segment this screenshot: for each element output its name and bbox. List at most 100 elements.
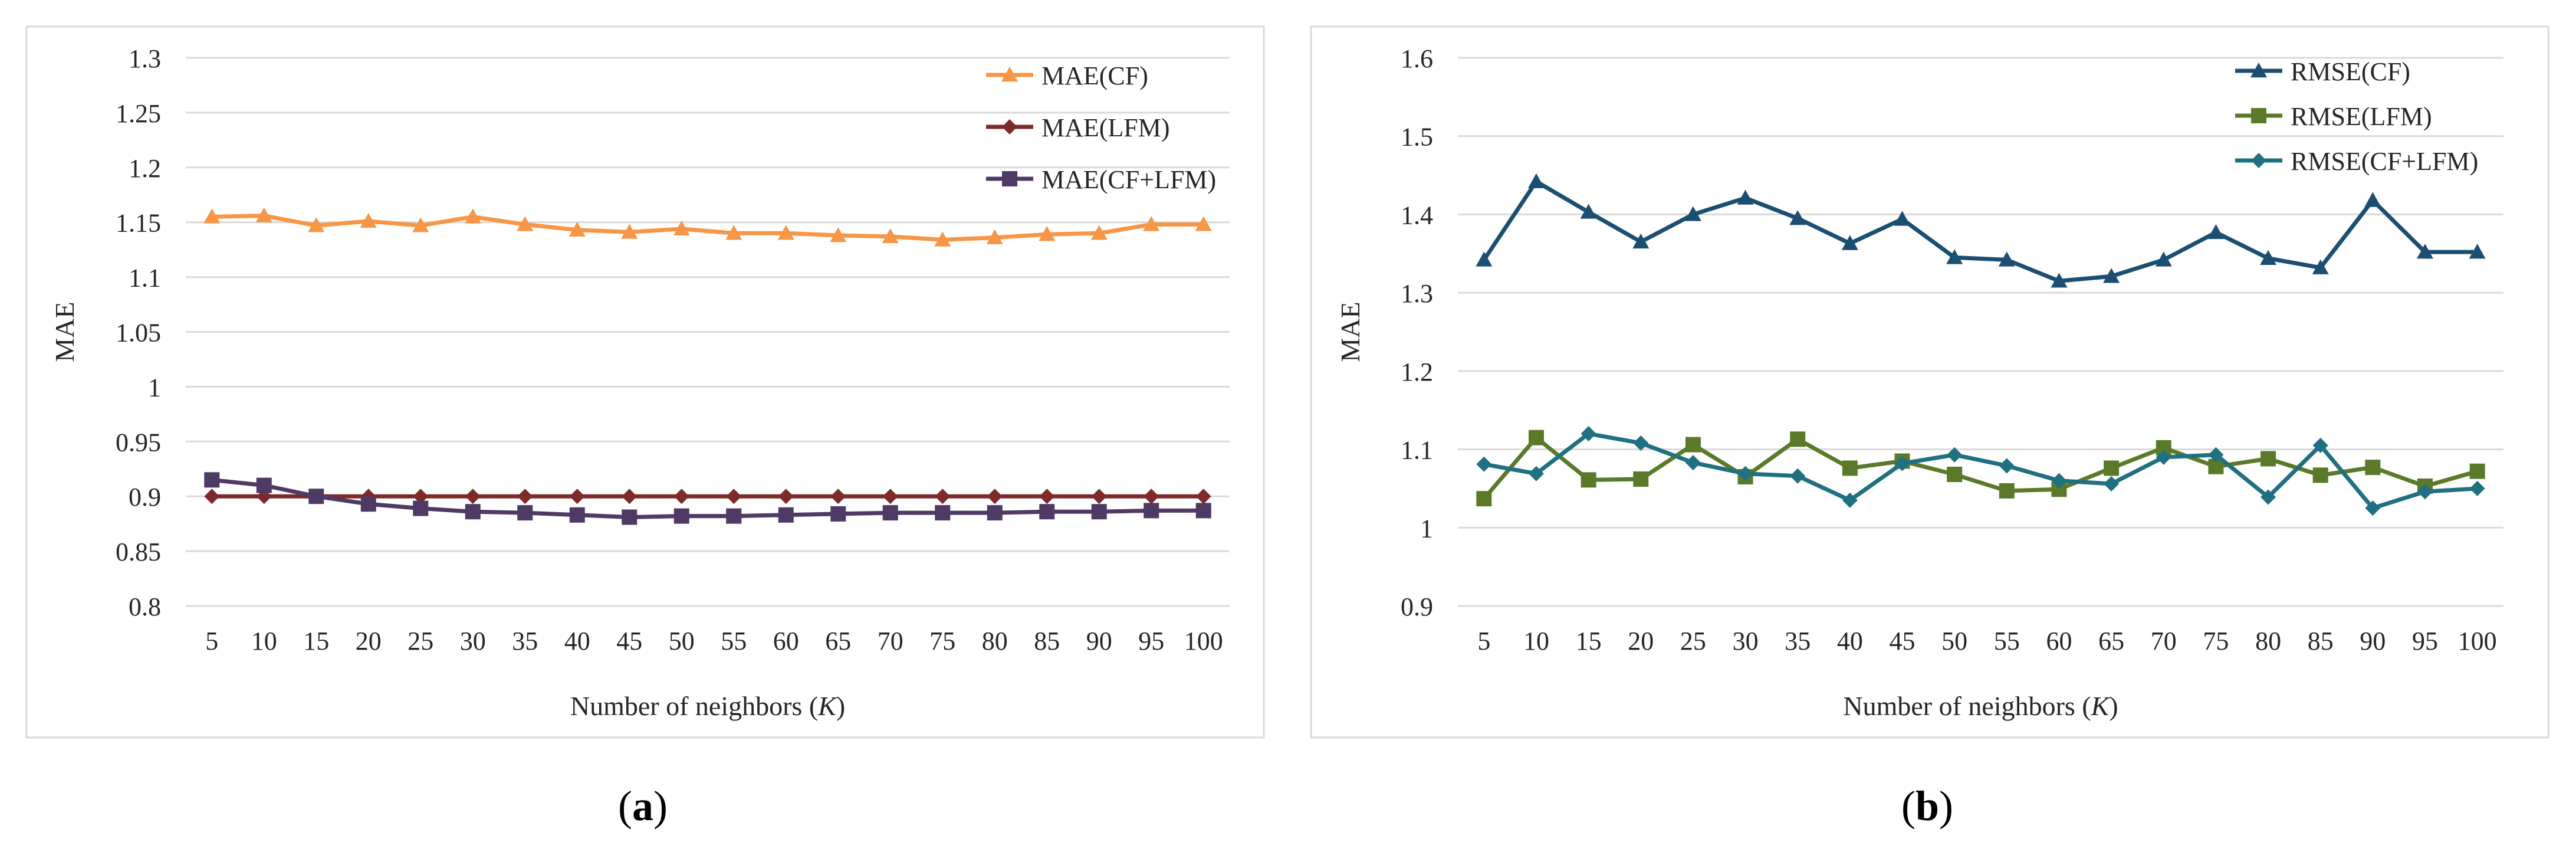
data-point (1581, 426, 1596, 442)
series-line (1482, 179, 2478, 283)
panel-caption: (a) (618, 782, 668, 830)
x-tick-label: 30 (460, 627, 486, 656)
data-point (2260, 250, 2277, 265)
data-point (517, 505, 533, 521)
data-point (1476, 456, 1492, 472)
data-point (569, 507, 585, 523)
data-point (882, 228, 899, 244)
data-point (2365, 460, 2381, 476)
data-point (360, 212, 377, 228)
x-axis-label: Number of neighbors (K) (570, 691, 845, 721)
x-tick-label: 5 (205, 627, 218, 656)
data-point (569, 221, 586, 237)
x-tick-label: 80 (2255, 627, 2281, 656)
data-point (934, 231, 951, 247)
x-tick-label: 90 (2360, 627, 2386, 656)
x-tick-label: 55 (721, 627, 747, 656)
chart-frame (25, 25, 1265, 739)
data-point (255, 207, 272, 222)
panel-caption: (b) (1901, 782, 1953, 830)
legend-marker (1002, 119, 1017, 135)
legend-marker (1002, 171, 1017, 186)
chart-frame (1310, 25, 2549, 739)
data-point (1528, 466, 1544, 481)
x-tick-label: 10 (1523, 627, 1549, 656)
data-point (778, 489, 794, 504)
chart-panel-a: 0.8 0.85 0.9 0.95 1 1.05 1.1 1.15 1.2 1.25 1.3 5 10 1… (25, 25, 1265, 739)
data-point (360, 496, 376, 512)
data-point (2312, 437, 2328, 453)
data-point (1039, 504, 1055, 520)
data-point (517, 216, 534, 231)
series-MAE(CF+LFM) (204, 472, 1211, 525)
data-point (1947, 467, 1963, 483)
data-point (2469, 480, 2485, 496)
x-tick-label: 20 (1628, 627, 1654, 656)
y-tick-label: 1.2 (1401, 358, 1433, 386)
y-tick-label: 1.6 (1401, 44, 1433, 73)
x-tick-label: 80 (982, 627, 1008, 656)
data-point (987, 505, 1003, 521)
x-tick-label: 75 (929, 627, 955, 656)
data-point (2417, 484, 2433, 500)
data-point (1685, 455, 1701, 471)
legend-marker (2251, 108, 2266, 123)
data-point (882, 489, 898, 504)
data-point (1195, 216, 1212, 231)
data-point (256, 477, 272, 493)
y-tick-label: 0.9 (1401, 592, 1433, 621)
x-tick-label: 40 (564, 627, 590, 656)
data-point (1039, 489, 1055, 504)
data-point (830, 489, 846, 504)
data-point (1144, 503, 1159, 519)
series-MAE(CF) (203, 207, 1212, 247)
y-tick-label: 1.2 (129, 154, 161, 183)
data-point (2469, 244, 2486, 259)
data-point (1143, 216, 1160, 231)
data-point (777, 225, 794, 240)
data-point (778, 507, 794, 523)
x-tick-label: 60 (2046, 627, 2072, 656)
data-point (1090, 225, 1108, 240)
data-point (2260, 451, 2276, 467)
y-tick-label: 1 (148, 373, 161, 402)
data-point (2051, 473, 2067, 489)
data-point (308, 489, 324, 504)
data-point (830, 506, 846, 522)
data-point (726, 489, 742, 504)
data-point (1580, 204, 1597, 219)
data-point (1790, 431, 1806, 447)
data-point (2312, 259, 2329, 274)
data-point (882, 505, 898, 521)
y-tick-label: 1.3 (1401, 279, 1433, 308)
x-tick-label: 60 (773, 627, 799, 656)
data-point (1684, 206, 1701, 221)
x-tick-label: 75 (2203, 627, 2229, 656)
y-tick-label: 1.4 (1401, 201, 1433, 230)
data-point (465, 504, 481, 520)
data-point (2207, 224, 2225, 240)
x-tick-label: 15 (303, 627, 329, 656)
series-line (211, 477, 1204, 520)
data-point (1737, 189, 1754, 205)
legend-entry: RMSE(CF) (2291, 57, 2410, 86)
data-point (1581, 472, 1596, 488)
data-point (2155, 251, 2172, 267)
data-point (465, 489, 481, 504)
data-point (1946, 249, 1963, 264)
data-point (2104, 476, 2120, 491)
x-tick-label: 95 (2412, 627, 2438, 656)
data-point (1476, 251, 1493, 267)
data-point (1144, 489, 1159, 504)
series-RMSE(CF) (1476, 173, 2486, 288)
data-point (1528, 430, 1544, 445)
data-point (673, 489, 689, 504)
series-line (1482, 435, 2478, 500)
x-tick-label: 50 (669, 627, 695, 656)
y-axis-label: MAE (50, 302, 80, 362)
legend-entry: MAE(LFM) (1041, 113, 1170, 142)
data-point (1999, 483, 2015, 499)
data-point (1789, 210, 1806, 225)
y-tick-label: 1.25 (116, 99, 161, 128)
legend: MAE(CF) MAE(LFM) MAE(CF+LFM) (986, 61, 1216, 194)
